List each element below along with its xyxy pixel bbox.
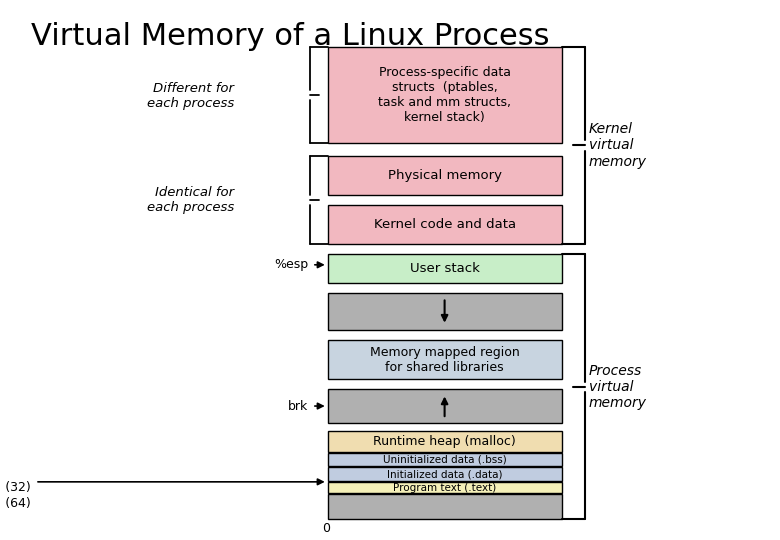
- Bar: [328, 340, 562, 379]
- Text: Memory mapped region
for shared libraries: Memory mapped region for shared librarie…: [370, 346, 519, 374]
- Text: Runtime heap (malloc): Runtime heap (malloc): [373, 435, 516, 448]
- Text: Kernel code and data: Kernel code and data: [374, 218, 516, 231]
- Text: Initialized data (.data): Initialized data (.data): [387, 469, 502, 479]
- Bar: [328, 254, 562, 283]
- Bar: [328, 453, 562, 466]
- Bar: [328, 389, 562, 423]
- Text: 0: 0: [322, 522, 330, 535]
- Bar: [328, 293, 562, 330]
- Bar: [328, 467, 562, 481]
- Text: Kernel
virtual
memory: Kernel virtual memory: [589, 122, 647, 168]
- Text: 0x00400000  (64): 0x00400000 (64): [0, 497, 31, 510]
- Text: Process-specific data
structs  (ptables,
task and mm structs,
kernel stack): Process-specific data structs (ptables, …: [378, 66, 511, 124]
- Bar: [328, 431, 562, 452]
- Text: 0x08048000  (32): 0x08048000 (32): [0, 481, 31, 494]
- Text: Virtual Memory of a Linux Process: Virtual Memory of a Linux Process: [31, 22, 550, 51]
- Text: Physical memory: Physical memory: [388, 168, 502, 182]
- Bar: [328, 494, 562, 519]
- Text: Identical for
each process: Identical for each process: [147, 186, 234, 214]
- Bar: [328, 156, 562, 195]
- Text: Uninitialized data (.bss): Uninitialized data (.bss): [383, 455, 506, 464]
- Text: brk: brk: [288, 400, 308, 413]
- Bar: [328, 482, 562, 493]
- Text: %esp: %esp: [274, 258, 308, 271]
- Text: Program text (.text): Program text (.text): [393, 483, 496, 492]
- Bar: [328, 205, 562, 244]
- Text: Process
virtual
memory: Process virtual memory: [589, 363, 647, 410]
- Bar: [328, 47, 562, 143]
- Text: Different for
each process: Different for each process: [147, 82, 234, 110]
- Text: User stack: User stack: [410, 262, 480, 275]
